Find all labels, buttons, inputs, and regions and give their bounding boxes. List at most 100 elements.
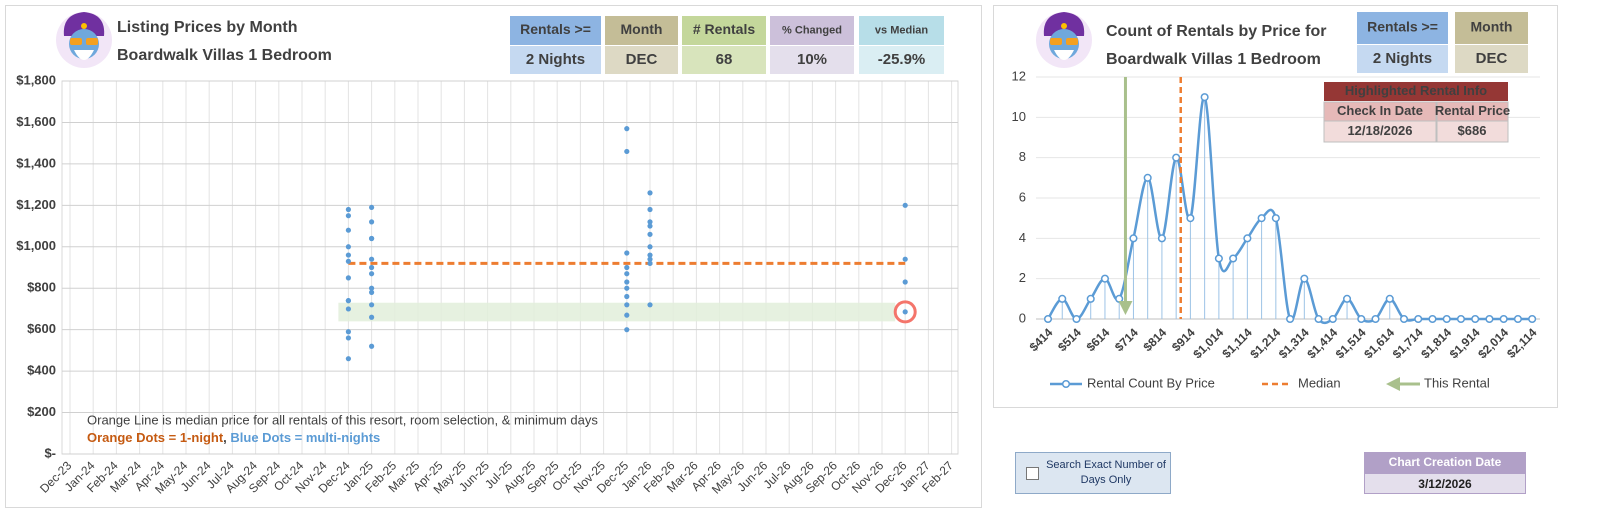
info-header-bg — [1357, 12, 1448, 44]
info-value: DEC — [1476, 50, 1508, 67]
info-header: % Changed — [782, 24, 842, 36]
y-tick-label: 10 — [1012, 109, 1026, 124]
info-header: # Rentals — [693, 21, 755, 37]
data-point — [369, 314, 375, 320]
data-point — [345, 329, 351, 335]
info-header: vs Median — [875, 24, 928, 36]
data-point — [1342, 294, 1352, 303]
data-point — [624, 148, 630, 155]
data-point — [1385, 294, 1394, 303]
data-point — [1442, 314, 1451, 324]
rental-price: $686 — [1458, 123, 1487, 138]
data-point — [345, 227, 351, 233]
data-point — [345, 306, 351, 312]
legend-arrowhead — [1386, 377, 1400, 391]
info-value: -25.9% — [878, 51, 926, 68]
data-point — [624, 285, 630, 291]
info-header-bg — [605, 16, 678, 45]
data-point — [1513, 314, 1522, 324]
info-header-bg — [770, 16, 854, 45]
data-point — [624, 126, 630, 132]
info-header-bg — [1455, 12, 1528, 44]
info-value-bg — [682, 46, 766, 74]
data-point — [647, 190, 653, 196]
data-point — [1058, 294, 1067, 303]
legend-label: Median — [1298, 375, 1341, 390]
data-point — [369, 235, 375, 242]
data-point — [902, 256, 908, 262]
info-value: 2 Nights — [526, 51, 585, 68]
exact-days-control[interactable]: Search Exact Number of Days Only — [1015, 452, 1171, 494]
chart-title: Listing Prices by Month — [117, 19, 297, 36]
table-cell-bg — [1436, 120, 1509, 143]
y-tick-label: $600 — [27, 321, 56, 336]
data-point — [369, 271, 375, 277]
data-point — [647, 219, 653, 225]
data-point — [345, 252, 351, 258]
legend-note-part: Orange Dots = 1-night — [87, 430, 224, 445]
checkbox[interactable] — [1026, 467, 1039, 480]
data-point — [624, 264, 630, 271]
data-point — [647, 260, 653, 266]
creation-date-label: Chart Creation Date — [1364, 452, 1526, 473]
data-point — [369, 204, 375, 211]
data-point — [1229, 254, 1238, 263]
chart-subtitle: Boardwalk Villas 1 Bedroom — [117, 47, 332, 64]
this-rental-arrowhead — [1118, 301, 1133, 315]
data-point — [1143, 173, 1152, 182]
info-value-bg — [859, 46, 944, 74]
table-title: Highlighted Rental Info — [1345, 83, 1487, 98]
y-tick-label: $1,200 — [16, 197, 56, 212]
genie-icon — [1036, 12, 1092, 68]
info-value-bg — [1357, 45, 1448, 73]
data-point — [1200, 93, 1209, 102]
info-header: Rentals >= — [520, 21, 591, 37]
data-point — [345, 275, 351, 281]
y-tick-label: 4 — [1019, 230, 1026, 245]
data-point — [369, 343, 375, 349]
data-point — [624, 312, 630, 318]
y-tick-label: $800 — [27, 280, 56, 295]
data-point — [369, 264, 375, 271]
table-header: Rental Price — [1435, 103, 1510, 118]
data-point — [1371, 314, 1380, 324]
data-point — [369, 219, 375, 225]
data-point — [1286, 314, 1295, 324]
data-point — [624, 327, 630, 333]
legend-label: This Rental — [1424, 375, 1490, 390]
info-value: 2 Nights — [1373, 50, 1432, 67]
y-tick-label: $400 — [27, 363, 56, 378]
chart-subtitle: Boardwalk Villas 1 Bedroom — [1106, 51, 1321, 68]
table-title-bg — [1324, 82, 1508, 101]
chart-title: Count of Rentals by Price for — [1106, 23, 1326, 40]
data-point — [345, 335, 351, 341]
y-tick-label: $1,600 — [16, 114, 56, 129]
data-point — [1100, 274, 1110, 283]
check-in-date: 12/18/2026 — [1347, 123, 1412, 138]
data-point — [1072, 314, 1081, 324]
info-value-bg — [770, 46, 854, 74]
table-cell-bg — [1323, 120, 1437, 143]
data-point — [1214, 254, 1223, 263]
data-point — [624, 279, 630, 285]
data-point — [624, 293, 630, 300]
y-tick-label: 12 — [1012, 68, 1026, 83]
data-point — [1414, 314, 1423, 324]
info-header-bg — [682, 16, 766, 45]
info-value-bg — [605, 46, 678, 74]
creation-date: 3/12/2026 — [1364, 473, 1526, 494]
info-value: 68 — [716, 51, 733, 68]
y-tick-label: $1,800 — [16, 72, 56, 87]
info-value: DEC — [626, 51, 658, 68]
data-point — [369, 256, 375, 262]
data-point — [345, 213, 351, 219]
annotation: Orange Line is median price for all rent… — [87, 412, 598, 427]
y-tick-label: $1,000 — [16, 238, 56, 253]
y-tick-label: 8 — [1019, 149, 1026, 164]
data-point — [1129, 234, 1138, 243]
data-point — [624, 271, 630, 277]
data-point — [1157, 234, 1166, 243]
data-point — [1357, 314, 1366, 324]
y-tick-label: $1,400 — [16, 155, 56, 170]
